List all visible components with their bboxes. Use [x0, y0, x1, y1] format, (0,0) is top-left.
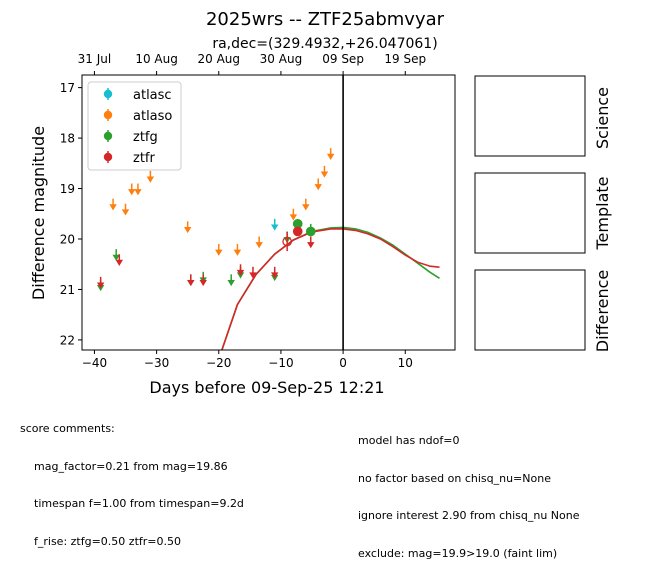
- atlaso-upper-limit: [314, 178, 322, 191]
- top-date-axis-ticks: 31 Jul 10 Aug 20 Aug 30 Aug 09 Sep 19 Sep: [78, 52, 426, 75]
- legend-entry-ztfr: ztfr: [103, 151, 155, 166]
- legend: atlasc atlaso ztfg ztfr: [87, 81, 182, 171]
- plot-frame: [81, 74, 456, 351]
- ztfr-open-detection: [282, 231, 292, 252]
- figure: 2025wrs -- ZTF25abmvyar ra,dec=(329.4932…: [29, 9, 612, 397]
- ztfr-upper-limit: [199, 274, 207, 287]
- atlaso-upper-limit: [233, 244, 242, 256]
- data-marks: [96, 148, 335, 292]
- ztfg-upper-limit: [112, 249, 120, 261]
- legend-label: ztfr: [133, 151, 155, 166]
- top-tick-label: 20 Aug: [198, 52, 241, 66]
- top-tick-label: 10 Aug: [135, 52, 178, 66]
- y-axis-ticks: 17 18 19 20 21 22: [60, 81, 82, 347]
- score-comment-line: mag_factor=0.21 from mag=19.86: [34, 459, 228, 473]
- atlaso-upper-limit: [183, 221, 192, 234]
- model-comments: model has ndof=0 no factor based on chis…: [358, 410, 580, 573]
- science-label: Science: [593, 87, 612, 149]
- model-comment-line: model has ndof=0: [358, 434, 460, 447]
- legend-marker: [103, 89, 113, 99]
- model-comment-line: no factor based on chisq_nu=None: [358, 471, 551, 485]
- chart-subtitle: ra,dec=(329.4932,+26.047061): [212, 36, 437, 52]
- plot-area: −40 −30 −20 −10 0 10 17 18 19 20 21 22 31 Jul 10 Au…: [60, 52, 456, 370]
- legend-entry-atlaso: atlaso: [103, 109, 172, 124]
- atlaso-upper-limit: [146, 170, 155, 183]
- top-tick-label: 09 Sep: [322, 52, 364, 66]
- x-tick-label: 10: [398, 356, 413, 370]
- legend-label: ztfg: [133, 130, 158, 145]
- ztfr-upper-limit: [96, 276, 105, 289]
- atlaso-upper-limit: [128, 183, 136, 196]
- legend-marker: [103, 152, 113, 162]
- legend-label: atlaso: [133, 109, 172, 124]
- atlaso-upper-limit: [320, 165, 329, 178]
- ztfr-detection: [292, 226, 303, 237]
- legend-marker: [103, 131, 113, 141]
- y-axis-label: Difference magnitude: [29, 126, 48, 300]
- atlasc-upper-limit: [271, 218, 279, 231]
- ztfr-upper-limit: [236, 264, 245, 277]
- atlaso-upper-limit: [289, 208, 298, 221]
- score-comments: score comments: mag_factor=0.21 from mag…: [20, 398, 244, 561]
- ztfr-upper-limit: [249, 266, 257, 279]
- top-tick-label: 30 Aug: [260, 52, 303, 66]
- atlaso-upper-limit: [134, 183, 142, 196]
- difference-cutout: [474, 269, 586, 351]
- x-tick-label: −10: [268, 356, 293, 370]
- y-tick-label: 20: [60, 232, 75, 246]
- y-tick-label: 18: [60, 132, 75, 146]
- ztfr-upper-limit: [115, 254, 124, 266]
- atlaso-upper-limit: [302, 198, 310, 211]
- x-axis-ticks: −40 −30 −20 −10 0 10: [82, 350, 413, 370]
- x-tick-label: −20: [206, 356, 231, 370]
- y-tick-label: 19: [60, 182, 75, 196]
- ztfg-upper-limit: [227, 274, 235, 287]
- ztfr-upper-limit: [271, 266, 279, 279]
- legend-marker: [103, 110, 113, 120]
- model-comment-line: ignore interest 2.90 from chisq_nu None: [358, 509, 580, 522]
- model-curve-ztfg: [221, 226, 440, 350]
- y-tick-label: 17: [60, 81, 75, 95]
- model-curve-ztfr: [221, 228, 440, 350]
- ztfr-upper-limit: [187, 274, 195, 287]
- ztfr-upper-limit: [307, 236, 315, 249]
- legend-entry-atlasc: atlasc: [103, 88, 172, 103]
- top-tick-label: 31 Jul: [78, 52, 112, 66]
- x-tick-label: −40: [82, 356, 107, 370]
- atlaso-upper-limit: [326, 148, 335, 160]
- legend-entry-ztfg: ztfg: [103, 130, 158, 145]
- atlaso-upper-limit: [109, 198, 117, 211]
- template-label: Template: [593, 176, 612, 250]
- atlaso-upper-limit: [215, 244, 223, 256]
- science-cutout: [474, 75, 586, 157]
- atlaso-upper-limit: [255, 236, 263, 249]
- atlaso-upper-limit: [121, 203, 130, 216]
- x-tick-label: −30: [144, 356, 169, 370]
- chart-title: 2025wrs -- ZTF25abmvyar: [206, 9, 445, 30]
- x-tick-label: 0: [339, 356, 347, 370]
- y-tick-label: 21: [60, 283, 75, 297]
- template-cutout: [474, 172, 586, 254]
- model-curves: [221, 226, 440, 350]
- legend-label: atlasc: [133, 88, 172, 103]
- y-tick-label: 22: [60, 333, 75, 347]
- legend-box: [87, 81, 182, 171]
- ztfg-detection: [305, 226, 316, 237]
- difference-label: Difference: [593, 270, 612, 352]
- score-comments-header: score comments:: [20, 422, 115, 435]
- score-comment-line: f_rise: ztfg=0.50 ztfr=0.50: [34, 534, 181, 548]
- x-axis-label: Days before 09-Sep-25 12:21: [149, 378, 384, 397]
- model-comment-line: exclude: mag=19.9>19.0 (faint lim): [358, 546, 558, 560]
- top-tick-label: 19 Sep: [384, 52, 426, 66]
